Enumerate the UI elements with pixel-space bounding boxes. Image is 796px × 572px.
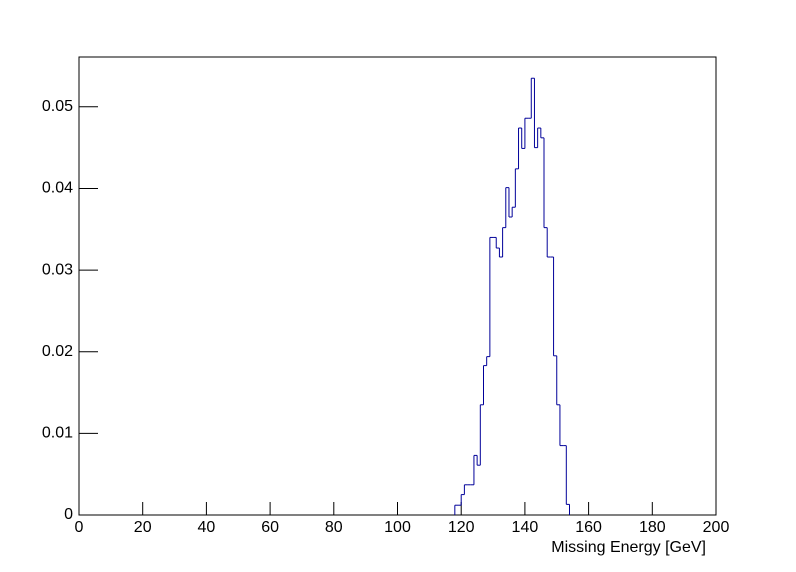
x-tick-label: 100 <box>384 519 411 536</box>
plot-frame <box>78 56 717 516</box>
x-tick-label: 120 <box>448 519 475 536</box>
x-tick-label: 180 <box>639 519 666 536</box>
y-tick-label: 0.05 <box>42 98 73 115</box>
y-tick-label: 0.03 <box>42 261 73 278</box>
y-tick-label: 0.04 <box>42 180 73 197</box>
x-tick-label: 140 <box>512 519 539 536</box>
y-tick-label: 0.02 <box>42 343 73 360</box>
x-tick-label: 20 <box>134 519 152 536</box>
x-tick-label: 60 <box>261 519 279 536</box>
x-axis-label: Missing Energy [GeV] <box>551 539 706 556</box>
x-tick-label: 160 <box>575 519 602 536</box>
y-tick-label: 0 <box>64 506 73 523</box>
x-tick-label: 80 <box>325 519 343 536</box>
x-tick-label: 40 <box>198 519 216 536</box>
x-tick-label: 200 <box>703 519 730 536</box>
y-tick-label: 0.01 <box>42 425 73 442</box>
x-tick-label: 0 <box>75 519 84 536</box>
